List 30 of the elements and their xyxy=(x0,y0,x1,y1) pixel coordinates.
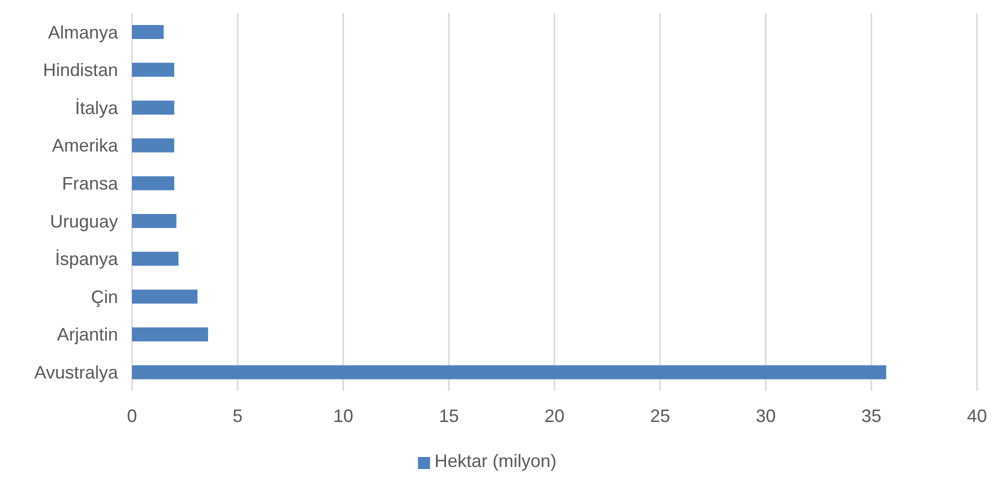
bar xyxy=(132,62,174,77)
bar xyxy=(132,252,178,266)
bar xyxy=(132,290,198,304)
x-tick-label: 10 xyxy=(333,406,354,426)
y-tick-label: Amerika xyxy=(52,136,119,156)
x-tick-label: 40 xyxy=(966,406,988,426)
legend-label: Hektar (milyon) xyxy=(434,451,557,471)
y-tick-label: Çin xyxy=(90,286,118,307)
y-tick-label: Avustralya xyxy=(34,362,119,382)
bar xyxy=(132,138,174,152)
x-tick-label: 25 xyxy=(650,406,670,426)
x-tick-label: 30 xyxy=(756,406,776,426)
x-tick-label: 0 xyxy=(126,406,138,426)
y-tick-label: İtalya xyxy=(74,98,119,118)
y-tick-label: İspanya xyxy=(54,249,119,270)
y-tick-label: Fransa xyxy=(62,173,119,194)
y-tick-label: Arjantin xyxy=(56,324,118,345)
x-tick-label: 35 xyxy=(861,406,882,426)
bar xyxy=(132,214,176,228)
y-tick-label: Almanya xyxy=(48,22,119,42)
bar xyxy=(132,327,208,342)
y-tick-label: Hindistan xyxy=(42,60,118,80)
bar xyxy=(132,100,174,115)
x-tick-label: 15 xyxy=(438,406,459,426)
x-tick-label: 5 xyxy=(232,406,243,426)
bar xyxy=(132,365,886,380)
y-tick-label: Uruguay xyxy=(50,211,118,232)
x-tick-label: 20 xyxy=(544,406,565,426)
bar xyxy=(132,25,164,39)
bar xyxy=(132,176,174,190)
